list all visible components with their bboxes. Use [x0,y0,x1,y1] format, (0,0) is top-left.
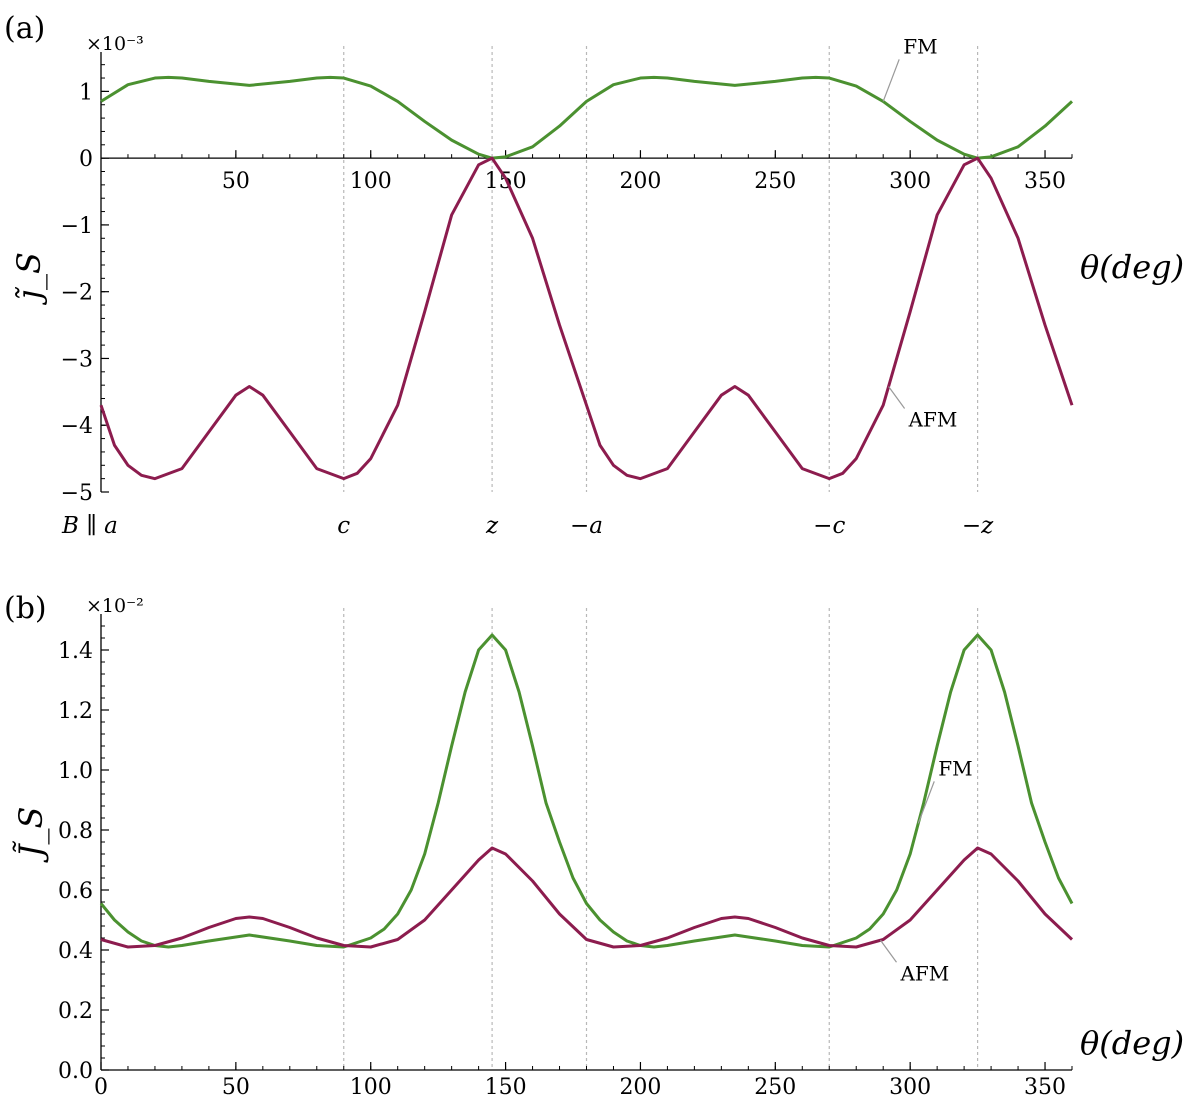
field-direction-label: −a [570,513,603,539]
y-axis-title: J̃_S [12,807,50,864]
x-tick-label: 200 [619,169,661,194]
y-axis-title: j̃_S [10,252,48,306]
y-multiplier-label: ×10⁻² [86,595,144,617]
field-direction-labels: B ∥ a c z −a −c −z [61,513,994,539]
field-direction-label: B ∥ a [61,513,118,539]
series-label-afm: AFM [908,408,958,432]
callout-line [917,781,935,824]
x-tick-label: 100 [350,1075,392,1100]
series-lines [99,633,1074,949]
y-tick-label: 0.4 [58,939,93,964]
x-tick-label: 200 [619,1075,661,1100]
field-direction-label: c [337,513,350,539]
y-tick-label: 1.4 [58,639,93,664]
x-tick-label: 0 [94,1075,108,1100]
y-tick-label: −4 [61,414,93,439]
field-direction-label: z [485,513,499,539]
y-tick-label: −5 [61,481,93,506]
x-tick-label: 350 [1024,1075,1066,1100]
x-axis-title: θ(deg) [1080,248,1184,286]
x-tick-label: 50 [222,169,250,194]
y-tick-label: 0.8 [58,819,93,844]
x-tick-label: 300 [889,169,931,194]
x-tick-label: 250 [754,1075,796,1100]
y-tick-label: 1 [79,80,93,105]
y-tick-label: 0.6 [58,879,93,904]
y-tick-label: −3 [61,347,93,372]
y-tick-label: −1 [61,214,93,239]
x-tick-label: 150 [485,1075,527,1100]
y-tick-label: −2 [61,281,93,306]
y-tick-label: 1.0 [58,759,93,784]
x-tick-label: 100 [350,169,392,194]
x-tick-label: 250 [754,169,796,194]
series-line-fm [100,75,1074,160]
y-multiplier-label: ×10⁻³ [86,33,144,55]
field-direction-label: −z [962,513,994,539]
series-label-afm: AFM [899,961,949,985]
panel-label: (a) [4,11,45,46]
series-line-fm [99,633,1074,949]
series-label-fm: FM [903,34,937,58]
callout-line [882,59,900,102]
x-axis-title: θ(deg) [1080,1024,1184,1062]
series-line-afm [99,156,1074,481]
panel-label: (b) [4,591,47,626]
x-tick-label: 300 [889,1075,931,1100]
x-tick-label: 350 [1024,169,1066,194]
y-tick-label: 0.0 [58,1059,93,1084]
series-label-fm: FM [938,756,972,780]
series-lines [99,75,1074,481]
x-tick-label: 50 [222,1075,250,1100]
field-direction-label: −c [813,513,845,539]
callout-line [880,939,897,963]
y-tick-label: 1.2 [58,699,93,724]
callout-line [888,386,906,409]
chart-panel-b: 0.0 0.2 0.4 0.6 0.8 1.0 1.2 1.4 0 50 100 150 200 250 3… [4,591,1184,1100]
y-tick-label: 0.2 [58,999,93,1024]
series-line-afm [100,846,1074,949]
y-tick-label: 0 [79,147,93,172]
